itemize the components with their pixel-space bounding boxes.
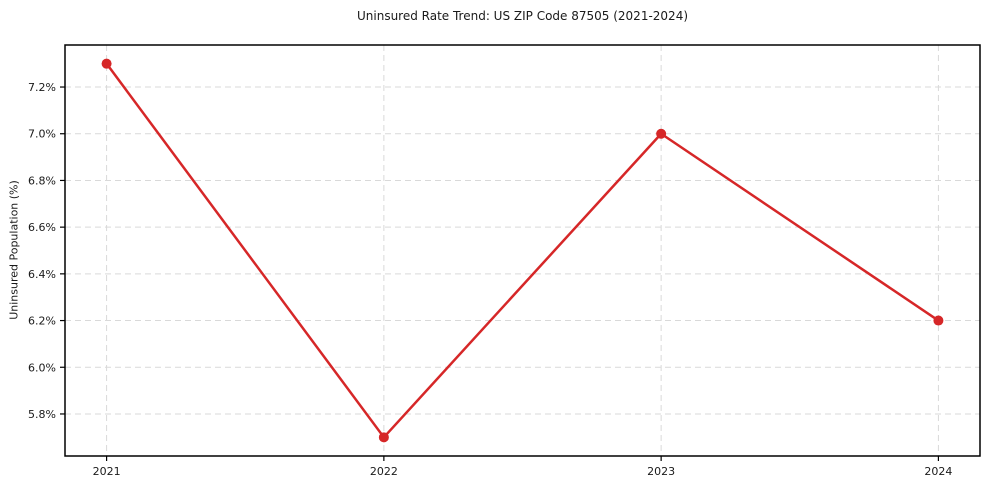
y-tick-label: 5.8%	[28, 408, 56, 421]
y-tick-label: 6.2%	[28, 315, 56, 328]
data-point	[656, 128, 667, 139]
y-tick-label: 7.2%	[28, 81, 56, 94]
y-tick-label: 6.6%	[28, 221, 56, 234]
data-point	[933, 315, 944, 326]
data-line	[105, 62, 940, 439]
data-point	[378, 432, 389, 443]
y-tick-label: 6.4%	[28, 268, 56, 281]
y-tick-label: 7.0%	[28, 128, 56, 141]
x-tick-label: 2022	[370, 465, 398, 478]
chart-title: Uninsured Rate Trend: US ZIP Code 87505 …	[356, 9, 689, 23]
y-tick-label: 6.8%	[28, 174, 56, 187]
x-tick-label: 2023	[647, 465, 675, 478]
data-point	[101, 58, 112, 69]
x-tick-label: 2021	[93, 465, 121, 478]
y-tick-label: 6.0%	[28, 361, 56, 374]
x-tick-label: 2024	[924, 465, 952, 478]
axes-border	[64, 44, 981, 457]
